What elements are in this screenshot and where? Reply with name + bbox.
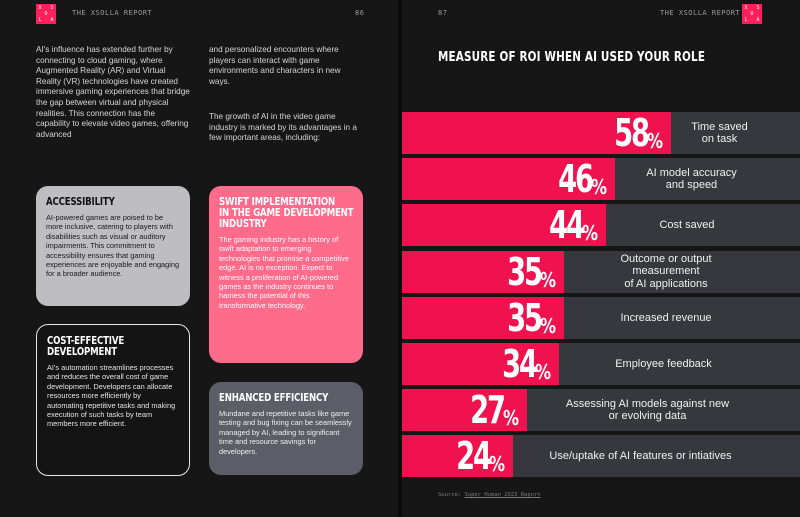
card-text: Mundane and repetitive tasks like game t… bbox=[219, 409, 352, 456]
card-title: ACCESSIBILITY bbox=[46, 195, 115, 208]
card-text: AI-powered games are poised to be more i… bbox=[46, 213, 180, 279]
bar-category-label: Use/uptake of AI features or intiatives bbox=[549, 450, 732, 463]
bar-category-label: Assessing AI models against new or evolvi… bbox=[565, 397, 730, 423]
bar bbox=[402, 250, 564, 293]
running-header: THE XSOLLA REPORT bbox=[660, 9, 741, 17]
bar-row: 35% Outcome or output measurement of AI app… bbox=[402, 249, 800, 294]
bar bbox=[402, 435, 513, 478]
intro-text-col2a: and personalized encounters where player… bbox=[209, 45, 341, 86]
bar-category-label: AI model accuracy and speed bbox=[646, 166, 737, 192]
running-header: THE XSOLLA REPORT bbox=[72, 9, 153, 17]
card-title: COST-EFFECTIVE DEVELOPMENT bbox=[47, 334, 125, 358]
bar-row: 58% Time saved on task bbox=[402, 111, 800, 155]
bar-value-label: 24% bbox=[456, 434, 505, 479]
source-link[interactable]: Super Human 2023 Report bbox=[464, 492, 541, 498]
bar-value-label: 46% bbox=[558, 157, 607, 202]
bar bbox=[402, 343, 559, 385]
card-text: AI's automation streamlines processes an… bbox=[47, 363, 176, 429]
bar-category-label: Employee feedback bbox=[615, 357, 712, 370]
bar-value-label: 58% bbox=[614, 111, 663, 155]
bar-row: 44% Cost saved bbox=[402, 203, 800, 248]
page-number: 87 bbox=[438, 9, 448, 17]
bar-category-label: Outcome or output measurement of AI applic… bbox=[620, 252, 712, 290]
bar-value-label: 35% bbox=[507, 249, 556, 294]
card-enhanced-efficiency: ENHANCED EFFICIENCY Mundane and repetiti… bbox=[209, 382, 363, 475]
card-swift-implementation: SWIFT IMPLEMENTATION IN THE GAME DEVELOP… bbox=[209, 186, 363, 363]
bar bbox=[402, 296, 564, 339]
bar-category-label: Cost saved bbox=[659, 219, 715, 232]
bar bbox=[402, 389, 527, 432]
bar bbox=[402, 204, 606, 247]
card-cost-effective: COST-EFFECTIVE DEVELOPMENT AI's automati… bbox=[36, 324, 190, 476]
bar bbox=[402, 158, 615, 201]
card-title: SWIFT IMPLEMENTATION IN THE GAME DEVELOP… bbox=[219, 195, 354, 230]
page-number: 86 bbox=[355, 9, 365, 17]
bar-value-label: 27% bbox=[470, 388, 519, 433]
bar-row: 24% Use/uptake of AI features or intiativ… bbox=[402, 434, 800, 479]
bar-row: 34% Employee feedback bbox=[402, 342, 800, 386]
bar-value-label: 44% bbox=[549, 203, 598, 248]
bar-value-label: 35% bbox=[507, 295, 556, 340]
bar-row: 27% Assessing AI models against new or evo… bbox=[402, 388, 800, 433]
bar-value-label: 34% bbox=[502, 342, 551, 386]
bar-category-label: Increased revenue bbox=[620, 311, 712, 324]
bar-row: 35% Increased revenue bbox=[402, 295, 800, 340]
bar-row: 46% AI model accuracy and speed bbox=[402, 157, 800, 202]
chart-title: MEASURE OF ROI WHEN AI USED YOUR ROLE bbox=[438, 50, 706, 65]
bar bbox=[402, 112, 671, 154]
source-note: Source: Super Human 2023 Report bbox=[438, 492, 541, 498]
card-text: The gaming industry has a history of swi… bbox=[219, 235, 349, 310]
page-gutter bbox=[398, 0, 402, 517]
card-title: ENHANCED EFFICIENCY bbox=[219, 391, 329, 404]
card-accessibility: ACCESSIBILITY AI-powered games are poise… bbox=[36, 186, 190, 306]
bar-category-label: Time saved on task bbox=[691, 120, 748, 146]
intro-text-col1: AI's influence has extended further by c… bbox=[36, 45, 190, 139]
intro-text-col2b: The growth of AI in the video game indus… bbox=[209, 112, 357, 143]
